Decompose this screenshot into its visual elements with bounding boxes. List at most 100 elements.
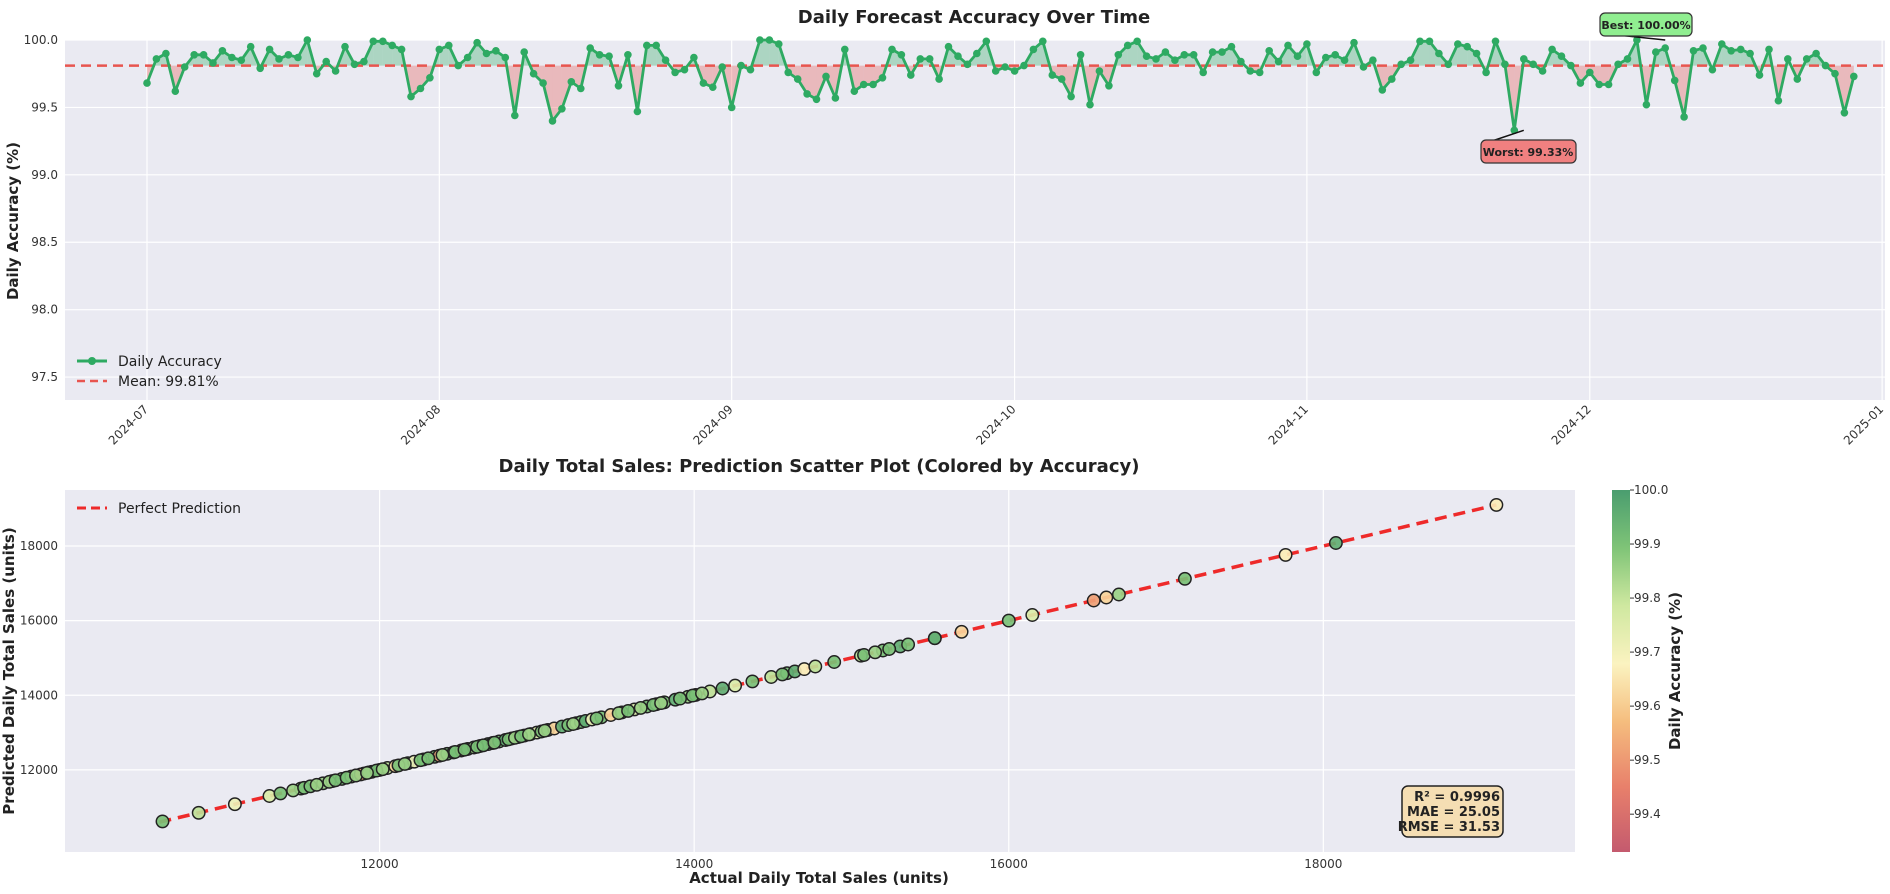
daily-accuracy-point — [1661, 44, 1669, 52]
scatter-point — [673, 691, 687, 706]
daily-accuracy-point — [614, 82, 623, 90]
daily-accuracy-point — [1265, 47, 1273, 55]
accuracy-plot-area — [65, 40, 1885, 400]
daily-accuracy-point — [1246, 67, 1255, 75]
colorbar-tick-label: 99.6 — [1634, 699, 1661, 713]
daily-accuracy-point — [709, 83, 717, 91]
daily-accuracy-point — [341, 42, 349, 51]
daily-accuracy-point — [831, 94, 840, 102]
legend-daily-accuracy-label: Daily Accuracy — [118, 354, 222, 370]
daily-accuracy-point — [1331, 51, 1339, 59]
scatter-point — [421, 751, 436, 766]
daily-accuracy-point — [907, 71, 915, 79]
daily-accuracy-point — [1699, 44, 1707, 52]
daily-accuracy-point — [482, 49, 491, 58]
daily-accuracy-point — [228, 53, 236, 62]
daily-accuracy-point — [577, 84, 585, 93]
daily-accuracy-point — [1850, 72, 1858, 81]
accuracy-fill-segment — [420, 65, 430, 89]
daily-accuracy-point — [973, 49, 981, 58]
scatter-point — [621, 703, 636, 718]
daily-accuracy-point — [1142, 52, 1151, 60]
scatter-point — [868, 645, 883, 660]
daily-accuracy-point — [1670, 76, 1679, 85]
daily-accuracy-point — [1454, 40, 1462, 48]
daily-accuracy-point — [850, 87, 859, 95]
accuracy-y-tick-label: 97.5 — [31, 370, 58, 384]
daily-accuracy-point — [1086, 100, 1094, 109]
accuracy-fill-segment — [1212, 52, 1223, 66]
daily-accuracy-point — [322, 57, 331, 66]
accuracy-y-tick-label: 98.0 — [31, 303, 58, 317]
accuracy-legend: Daily Accuracy Mean: 99.81% — [77, 354, 222, 390]
scatter-point — [1111, 587, 1126, 602]
daily-accuracy-point — [1048, 71, 1057, 79]
stats-box-frame — [1401, 785, 1504, 838]
worst-annotation-text: Worst: 99.33% — [1483, 146, 1574, 159]
accuracy-y-tick-label: 100.0 — [24, 33, 58, 47]
daily-accuracy-point — [1152, 55, 1160, 63]
daily-accuracy-point — [1586, 68, 1594, 77]
scatter-points — [155, 497, 1504, 829]
daily-accuracy-point — [246, 42, 255, 51]
daily-accuracy-point — [803, 90, 811, 98]
daily-accuracy-point — [1482, 68, 1490, 77]
daily-accuracy-point — [1340, 56, 1349, 64]
daily-accuracy-point — [539, 79, 547, 87]
daily-accuracy-point — [162, 49, 170, 58]
daily-accuracy-point — [1784, 55, 1792, 63]
accuracy-fill-segment — [477, 42, 487, 66]
scatter-gridlines — [65, 490, 1575, 852]
daily-accuracy-point — [1284, 41, 1292, 50]
scatter-y-ticks: 12000 14000 16000 18000 — [20, 539, 58, 777]
daily-accuracy-point — [1425, 37, 1434, 46]
scatter-y-tick-label: 16000 — [20, 614, 58, 628]
daily-accuracy-point — [1708, 65, 1717, 74]
colorbar-tick-label: 99.9 — [1634, 537, 1661, 551]
colorbar-tick-label: 99.4 — [1634, 807, 1661, 821]
daily-accuracy-point — [869, 80, 877, 89]
accuracy-x-tick-label: 2024-07 — [106, 402, 151, 447]
daily-accuracy-point — [1010, 67, 1019, 75]
accuracy-fill-segment — [1420, 41, 1430, 66]
scatter-point — [1328, 536, 1343, 550]
daily-accuracy-point — [548, 117, 557, 125]
daily-accuracy-point — [1218, 48, 1226, 56]
accuracy-y-ticks: 97.5 98.0 98.5 99.0 99.5 100.0 — [24, 33, 58, 384]
colorbar-tick-label: 100.0 — [1634, 483, 1668, 497]
daily-accuracy-point — [426, 74, 434, 82]
daily-accuracy-point — [1303, 40, 1311, 48]
colorbar-tick-label: 99.7 — [1634, 645, 1661, 659]
scatter-point — [715, 681, 730, 696]
daily-accuracy-point — [1161, 48, 1170, 56]
daily-accuracy-point — [209, 59, 217, 67]
scatter-point — [328, 773, 343, 788]
daily-accuracy-point — [1623, 55, 1632, 63]
daily-accuracy-point — [954, 52, 962, 60]
daily-accuracy-point — [1444, 60, 1453, 69]
daily-accuracy-point — [1208, 48, 1217, 56]
scatter-legend: Perfect Prediction — [77, 501, 241, 517]
daily-accuracy-point — [925, 55, 934, 63]
scatter-point — [633, 700, 648, 715]
accuracy-fill-segment — [976, 41, 987, 66]
daily-accuracy-point — [1472, 49, 1481, 58]
accuracy-fill-segment — [873, 65, 883, 85]
scatter-point — [857, 648, 871, 662]
scatter-point — [901, 637, 916, 652]
scatter-point — [654, 696, 669, 711]
daily-accuracy-point — [756, 36, 764, 44]
daily-accuracy-point — [397, 45, 406, 54]
daily-accuracy-point — [1227, 42, 1236, 51]
daily-accuracy-point — [690, 53, 698, 62]
legend-mean-label: Mean: 99.81% — [118, 374, 219, 390]
scatter-point — [1025, 608, 1040, 622]
daily-accuracy-point — [1604, 80, 1613, 89]
accuracy-y-tick-label: 99.5 — [31, 100, 58, 114]
daily-accuracy-point — [1529, 60, 1537, 69]
scatter-point — [360, 765, 374, 780]
accuracy-x-tick-label: 2024-12 — [1549, 402, 1594, 447]
accuracy-fill-segment — [1118, 45, 1128, 66]
daily-accuracy-point — [1312, 68, 1321, 77]
daily-accuracy-point — [1123, 41, 1132, 50]
